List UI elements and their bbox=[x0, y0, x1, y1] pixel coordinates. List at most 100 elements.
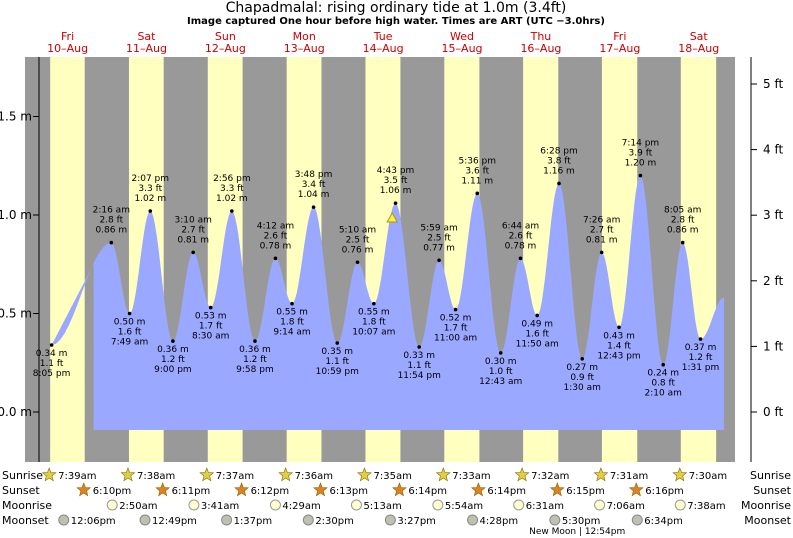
moonset-time: 12:06pm bbox=[71, 516, 116, 527]
tide-label-text: 2.8 ft bbox=[99, 216, 123, 226]
sunset-time: 6:11pm bbox=[172, 486, 211, 497]
day-of-week-label: Mon bbox=[293, 30, 316, 43]
tide-point bbox=[393, 201, 398, 205]
moonset-time: 4:28pm bbox=[480, 516, 519, 527]
tide-label-text: 2.5 ft bbox=[346, 235, 370, 245]
tide-point bbox=[273, 256, 278, 261]
tide-point bbox=[638, 173, 643, 178]
sunrise-star-icon bbox=[593, 467, 609, 482]
date-label: 16–Aug bbox=[520, 42, 561, 55]
date-label: 10–Aug bbox=[47, 42, 88, 55]
tide-label-text: 3.9 ft bbox=[629, 149, 653, 159]
almanac-row-label-right: Sunrise bbox=[750, 469, 791, 482]
tide-label-text: 0.81 m bbox=[177, 235, 209, 245]
tide-label-text: 1.2 ft bbox=[689, 353, 713, 363]
tide-point bbox=[661, 362, 666, 367]
moonrise-icon bbox=[513, 499, 525, 511]
moonset-icon bbox=[58, 514, 70, 526]
moonrise-icon bbox=[674, 499, 686, 511]
sunrise-star-icon bbox=[435, 467, 451, 482]
tide-label-text: 1.04 m bbox=[298, 190, 330, 200]
moonrise-icon bbox=[350, 499, 362, 511]
tide-point bbox=[680, 240, 685, 245]
tide-label-text: 0.9 ft bbox=[570, 373, 594, 383]
day-of-week-label: Fri bbox=[613, 30, 626, 43]
tide-point bbox=[557, 181, 561, 186]
tide-label-text: 8:05 pm bbox=[33, 369, 71, 379]
new-moon-note: New Moon | 12:54pm bbox=[529, 527, 625, 537]
tide-label-text: 0.34 m bbox=[36, 349, 68, 359]
almanac-row-label-right: Moonset bbox=[744, 514, 791, 527]
tide-label-text: 0.36 m bbox=[239, 345, 271, 355]
tide-area bbox=[51, 175, 725, 430]
tide-label-text: 1.7 ft bbox=[444, 324, 468, 334]
tide-label-text: 1.20 m bbox=[625, 159, 657, 169]
tide-label-text: 1.2 ft bbox=[161, 355, 185, 365]
right-tick-label: 3 ft bbox=[763, 208, 783, 222]
right-tick-label: 1 ft bbox=[763, 339, 783, 353]
tide-label-text: 12:43 pm bbox=[597, 351, 640, 361]
tide-label-text: 0.30 m bbox=[485, 357, 517, 367]
sunset-star-icon bbox=[155, 482, 171, 497]
almanac-row-label-left: Moonrise bbox=[2, 499, 52, 512]
tide-label-text: 0.37 m bbox=[685, 343, 717, 353]
tide-point bbox=[49, 343, 54, 347]
tide-label-text: 3.5 ft bbox=[384, 176, 408, 186]
moonset-icon bbox=[221, 514, 233, 526]
tide-label-text: 1.4 ft bbox=[607, 341, 631, 351]
left-tick-label: 0.5 m bbox=[0, 307, 32, 321]
tide-label-text: 1.2 ft bbox=[243, 355, 267, 365]
sunset-time: 6:12pm bbox=[251, 486, 290, 497]
moonset-icon bbox=[139, 514, 151, 526]
tide-label-text: 1.6 ft bbox=[525, 329, 549, 339]
moonset-icon bbox=[302, 514, 314, 526]
tide-label-text: 0.27 m bbox=[566, 363, 598, 373]
sunrise-star-icon bbox=[120, 467, 136, 482]
tide-label-text: 6:28 pm bbox=[540, 146, 578, 156]
sunset-star-icon bbox=[391, 482, 407, 497]
moonrise-time: 6:31am bbox=[526, 501, 564, 512]
tide-label-text: 0.81 m bbox=[586, 235, 618, 245]
tide-label-text: 2:16 am bbox=[93, 206, 130, 216]
tide-label-text: 0.77 m bbox=[423, 243, 455, 253]
moonset-time: 3:27pm bbox=[397, 516, 436, 527]
tide-label-text: 1.8 ft bbox=[280, 318, 304, 328]
sunset-star-icon bbox=[549, 482, 565, 497]
tide-label-text: 0.53 m bbox=[195, 312, 227, 322]
moonrise-time: 5:54am bbox=[445, 501, 483, 512]
almanac-row-label-left: Sunset bbox=[2, 484, 40, 497]
tide-label-text: 2:07 pm bbox=[131, 174, 169, 184]
tide-label-text: 6:44 am bbox=[502, 221, 539, 231]
moonrise-icon bbox=[432, 499, 444, 511]
almanac-row-label-left: Moonset bbox=[2, 514, 49, 527]
tide-point bbox=[453, 307, 458, 312]
tide-label-text: 0.24 m bbox=[647, 369, 679, 379]
tide-label-text: 1.11 m bbox=[461, 176, 493, 186]
sunrise-time: 7:39am bbox=[58, 471, 96, 482]
tide-label-text: 2.7 ft bbox=[181, 225, 205, 235]
sunrise-time: 7:33am bbox=[452, 471, 490, 482]
tide-label-text: 2.6 ft bbox=[264, 231, 288, 241]
tide-label-text: 0.55 m bbox=[358, 308, 390, 318]
tide-label-text: 2.8 ft bbox=[671, 216, 695, 226]
date-label: 12–Aug bbox=[205, 42, 246, 55]
almanac-rows: Sunrise Sunrise Sunset Sunset Moonrise Moonri… bbox=[2, 467, 792, 537]
sunrise-star-icon bbox=[672, 467, 688, 482]
tide-label-text: 4:43 pm bbox=[377, 166, 415, 176]
date-label: 15–Aug bbox=[442, 42, 483, 55]
tide-point bbox=[127, 311, 132, 316]
tide-label-text: 0.35 m bbox=[321, 347, 353, 357]
tide-label-text: 9:00 pm bbox=[154, 365, 192, 375]
left-tick-label: 1.0 m bbox=[0, 208, 32, 222]
tide-point bbox=[335, 341, 340, 345]
sunrise-star-icon bbox=[278, 467, 294, 482]
tide-label-text: 5:59 am bbox=[420, 223, 457, 233]
tide-label-text: 2:10 am bbox=[645, 389, 682, 399]
tide-label-text: 8:05 am bbox=[664, 206, 701, 216]
tide-label-text: 0.36 m bbox=[157, 345, 189, 355]
day-of-week-label: Fri bbox=[61, 30, 74, 43]
tide-label-text: 7:49 am bbox=[111, 338, 148, 348]
tide-point bbox=[109, 240, 114, 245]
tide-label-text: 0.50 m bbox=[114, 318, 146, 328]
